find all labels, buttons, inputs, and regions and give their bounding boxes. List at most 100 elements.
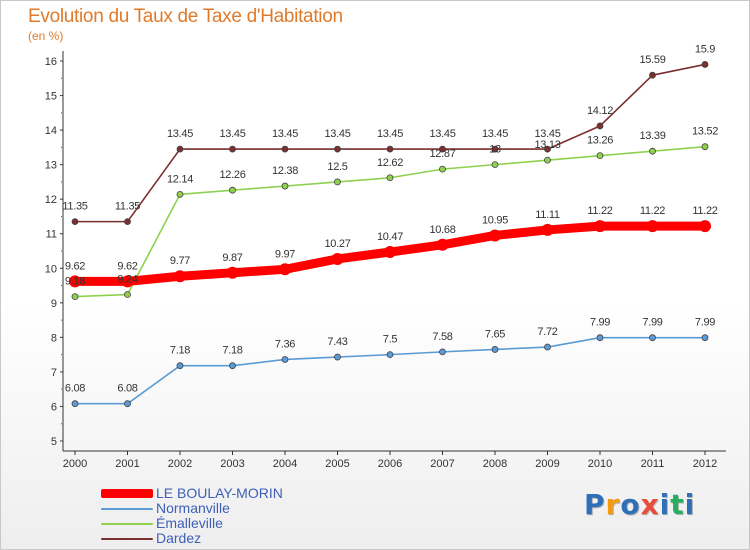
data-point: [649, 334, 656, 342]
data-point: [489, 229, 501, 242]
logo-letter: P: [584, 488, 606, 521]
data-label: 13.13: [534, 139, 560, 151]
logo-letter: o: [620, 488, 641, 521]
data-label: 9.77: [170, 255, 190, 267]
data-label: 7.18: [170, 345, 190, 357]
data-point: [71, 293, 79, 301]
data-point: [544, 156, 551, 164]
x-tick-label: 2004: [273, 458, 297, 470]
logo-letter: i: [659, 488, 671, 521]
legend-swatch: [101, 538, 153, 540]
data-point: [384, 246, 396, 259]
data-label: 10.47: [377, 231, 403, 243]
data-label: 13.45: [534, 128, 560, 140]
data-point: [596, 122, 604, 130]
x-tick-label: 2009: [535, 458, 559, 470]
data-point: [226, 266, 239, 279]
data-label: 13.45: [219, 128, 245, 140]
data-point: [279, 263, 291, 276]
series-normanville: [71, 334, 709, 408]
logo-letter: t: [670, 488, 685, 521]
data-point: [229, 362, 236, 370]
data-point: [544, 343, 551, 351]
data-label: 9.97: [275, 248, 295, 260]
data-point: [334, 178, 341, 186]
chart-title: Evolution du Taux de Taxe d'Habitation: [28, 6, 343, 27]
data-label: 13.45: [377, 128, 403, 140]
y-tick-label: 15: [45, 91, 57, 103]
data-point: [124, 291, 131, 298]
logo-letter: x: [640, 488, 660, 521]
data-point: [176, 190, 184, 198]
data-label: 11.35: [62, 201, 87, 213]
data-label: 11.11: [535, 209, 560, 221]
data-point: [386, 351, 394, 359]
data-label: 7.65: [485, 328, 505, 340]
x-tick-label: 2010: [588, 458, 612, 470]
data-label: 13.52: [692, 126, 718, 138]
data-label: 6.08: [117, 383, 137, 395]
legend-label: Normanville: [156, 500, 230, 516]
legend-label: Émalleville: [156, 515, 223, 531]
x-tick-label: 2006: [378, 458, 402, 470]
data-label: 13.45: [167, 128, 193, 140]
data-label: 12.14: [167, 173, 193, 185]
x-tick-label: 2003: [220, 458, 244, 470]
data-label: 11.22: [640, 205, 665, 217]
data-label: 12.62: [377, 157, 403, 169]
legend-swatch: [101, 508, 153, 510]
data-label: 10.95: [482, 214, 508, 226]
data-point: [491, 161, 499, 169]
logo-letter: i: [684, 488, 696, 521]
data-label: 6.08: [65, 383, 85, 395]
legend-label: Dardez: [156, 530, 202, 546]
data-point: [649, 147, 656, 155]
data-point: [386, 174, 394, 182]
data-point: [69, 275, 81, 288]
data-point: [649, 71, 656, 79]
data-label: 13.45: [272, 128, 298, 140]
data-point: [436, 238, 449, 251]
data-label: 7.58: [432, 331, 452, 343]
legend-swatch: [101, 489, 153, 498]
data-point: [71, 218, 79, 226]
data-label: 7.18: [222, 345, 242, 357]
y-tick-label: 10: [45, 263, 57, 275]
data-label: 11.22: [587, 205, 612, 217]
legend-label: LE BOULAY-MORIN: [156, 485, 283, 501]
data-label: 12.38: [272, 165, 298, 177]
data-label: 13.45: [429, 128, 455, 140]
data-label: 9.87: [222, 252, 242, 264]
data-label: 9.62: [65, 260, 85, 272]
y-tick-label: 9: [51, 298, 57, 310]
data-point: [439, 165, 446, 173]
x-tick-label: 2005: [325, 458, 349, 470]
data-label: 9.24: [117, 274, 137, 286]
series-malleville: [71, 143, 709, 301]
data-label: 12.5: [327, 161, 347, 173]
x-tick-label: 2008: [483, 458, 507, 470]
data-point: [281, 182, 289, 190]
data-label: 12.87: [429, 148, 455, 160]
data-point: [701, 334, 709, 342]
y-tick-label: 8: [51, 332, 57, 344]
data-label: 9.62: [117, 260, 137, 272]
y-tick-label: 14: [45, 125, 57, 137]
data-label: 11.35: [115, 201, 140, 213]
data-point: [176, 362, 184, 370]
data-point: [491, 145, 499, 153]
data-point: [439, 348, 446, 356]
data-point: [596, 152, 604, 160]
data-labels-layer: 6.08 6.08 7.18 7.18 7.36 7.43 7.5 7.58 7.65 7.72 7…: [62, 43, 718, 394]
x-tick-label: 2011: [641, 458, 665, 470]
data-point: [281, 145, 289, 153]
data-label: 13.45: [324, 128, 350, 140]
data-point: [596, 334, 604, 342]
data-point: [439, 145, 446, 153]
series-layer: [69, 61, 711, 408]
series-dardez: [71, 61, 709, 226]
x-tick-label: 2000: [63, 458, 87, 470]
y-tick-label: 6: [51, 401, 57, 413]
